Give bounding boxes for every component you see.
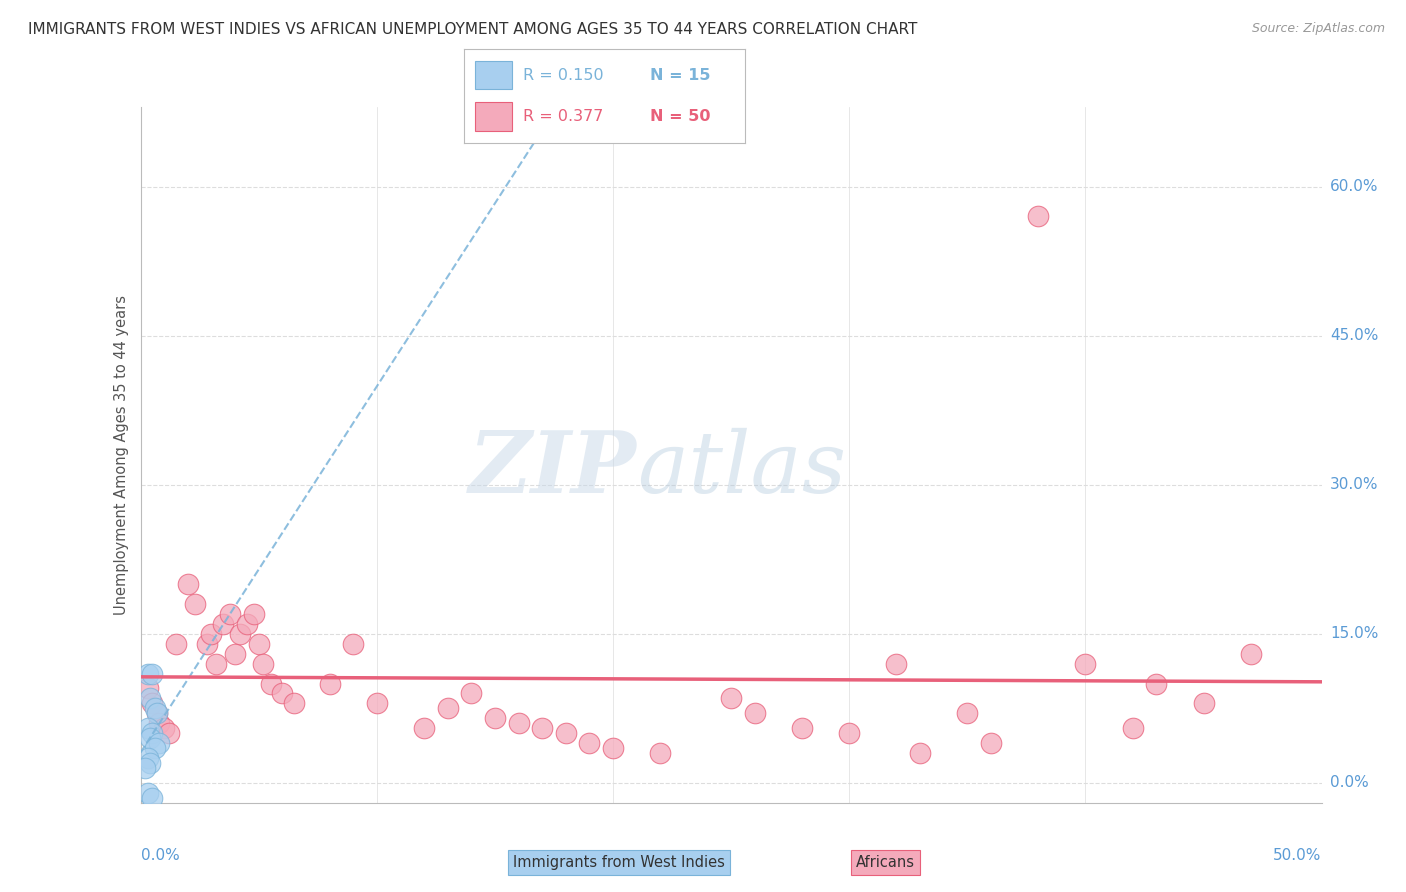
Point [157, 726, 180, 740]
Text: Africans: Africans [856, 855, 915, 870]
Point [484, 711, 506, 725]
Point [139, 691, 162, 706]
Point [153, 721, 176, 735]
Text: 15.0%: 15.0% [1330, 626, 1378, 641]
Point [271, 686, 294, 700]
Point [956, 706, 979, 721]
Point [554, 726, 576, 740]
Point [578, 736, 600, 750]
Text: atlas: atlas [637, 427, 846, 510]
Point [219, 607, 242, 621]
Point [366, 697, 388, 711]
Point [134, 761, 156, 775]
Point [790, 721, 813, 735]
FancyBboxPatch shape [475, 103, 512, 130]
Text: 60.0%: 60.0% [1330, 179, 1378, 194]
Point [1240, 647, 1263, 661]
Text: 0.0%: 0.0% [141, 847, 180, 863]
Point [720, 691, 742, 706]
Point [224, 647, 246, 661]
Text: R = 0.150: R = 0.150 [523, 68, 603, 83]
Point [342, 637, 364, 651]
Point [650, 746, 672, 760]
Point [460, 686, 482, 700]
Point [141, 697, 163, 711]
Point [177, 577, 200, 591]
Point [252, 657, 274, 671]
Text: 45.0%: 45.0% [1330, 328, 1378, 343]
Point [212, 616, 235, 631]
Point [1144, 676, 1167, 690]
Text: 50.0%: 50.0% [1274, 847, 1322, 863]
Point [184, 597, 207, 611]
Point [143, 701, 166, 715]
Text: IMMIGRANTS FROM WEST INDIES VS AFRICAN UNEMPLOYMENT AMONG AGES 35 TO 44 YEARS CO: IMMIGRANTS FROM WEST INDIES VS AFRICAN U… [28, 22, 918, 37]
Point [1026, 210, 1049, 224]
Text: 30.0%: 30.0% [1330, 477, 1378, 492]
Point [141, 666, 163, 681]
Point [247, 637, 270, 651]
Point [744, 706, 766, 721]
Point [243, 607, 266, 621]
Point [146, 706, 169, 721]
Point [136, 721, 159, 735]
Point [205, 657, 228, 671]
Point [229, 627, 252, 641]
Point [136, 786, 159, 800]
Point [531, 721, 554, 735]
Point [200, 627, 222, 641]
Point [139, 756, 162, 770]
Point [136, 751, 159, 765]
Point [886, 657, 908, 671]
Point [259, 676, 281, 690]
Point [602, 741, 624, 756]
Point [236, 616, 259, 631]
Point [980, 736, 1002, 750]
Text: N = 15: N = 15 [650, 68, 710, 83]
Point [139, 731, 162, 746]
Text: R = 0.377: R = 0.377 [523, 109, 603, 124]
FancyBboxPatch shape [475, 62, 512, 89]
Point [908, 746, 931, 760]
Point [436, 701, 458, 715]
Point [1192, 697, 1215, 711]
Point [318, 676, 340, 690]
Text: ZIP: ZIP [468, 427, 637, 510]
Point [148, 736, 170, 750]
Point [136, 666, 159, 681]
Y-axis label: Unemployment Among Ages 35 to 44 years: Unemployment Among Ages 35 to 44 years [114, 295, 129, 615]
Point [143, 741, 166, 756]
Point [1074, 657, 1097, 671]
Point [283, 697, 305, 711]
Text: Immigrants from West Indies: Immigrants from West Indies [513, 855, 724, 870]
Point [413, 721, 436, 735]
Text: 0.0%: 0.0% [1330, 775, 1368, 790]
Point [141, 726, 163, 740]
Point [136, 681, 159, 696]
Text: Source: ZipAtlas.com: Source: ZipAtlas.com [1251, 22, 1385, 36]
Point [141, 790, 163, 805]
Text: N = 50: N = 50 [650, 109, 710, 124]
Point [146, 706, 169, 721]
Point [1122, 721, 1144, 735]
Point [148, 716, 170, 731]
Point [165, 637, 187, 651]
Point [838, 726, 860, 740]
Point [195, 637, 218, 651]
Point [508, 716, 530, 731]
